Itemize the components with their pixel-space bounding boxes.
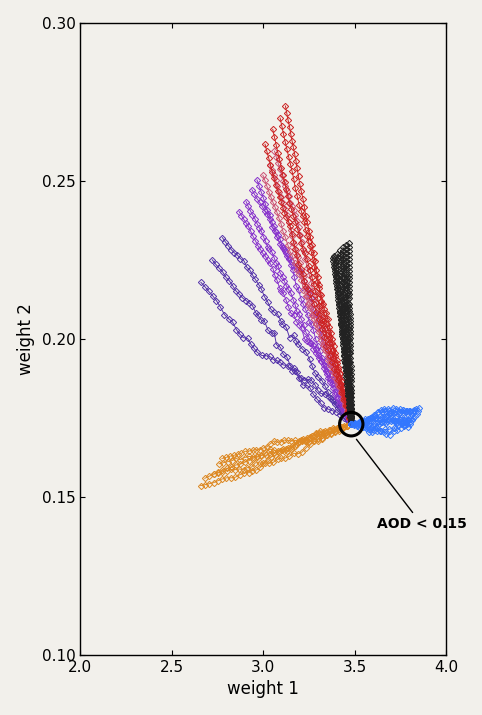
X-axis label: weight 1: weight 1 bbox=[228, 681, 299, 699]
Y-axis label: weight 2: weight 2 bbox=[17, 303, 35, 375]
Text: AOD < 0.15: AOD < 0.15 bbox=[357, 439, 467, 531]
